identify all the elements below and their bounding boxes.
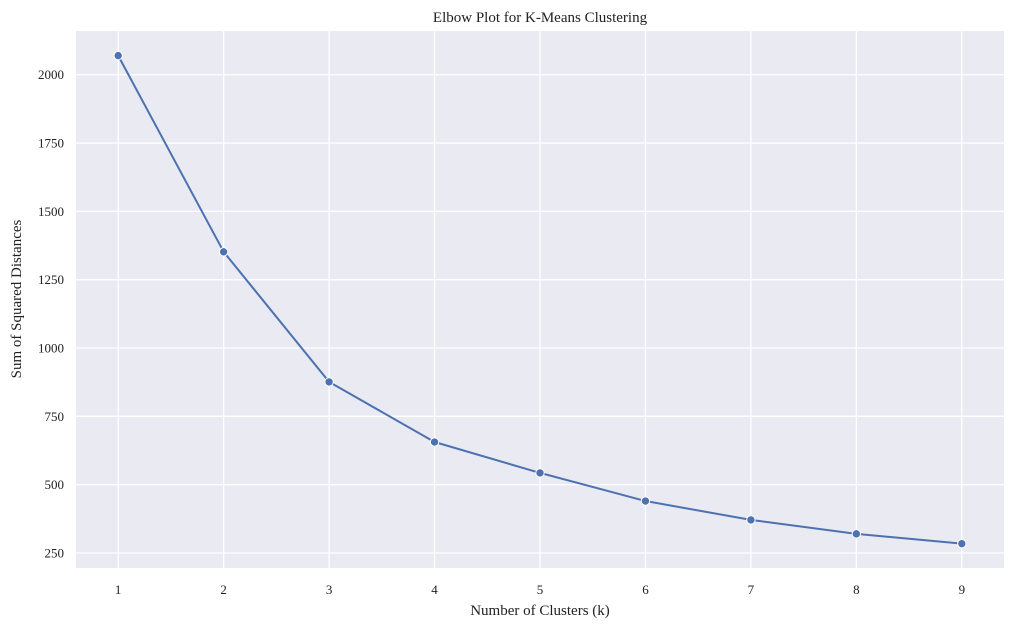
x-tick-label: 1 <box>115 582 122 597</box>
x-tick-labels: 1 2 3 4 5 6 7 8 9 <box>115 582 965 597</box>
x-axis-label: Number of Clusters (k) <box>470 603 610 619</box>
y-tick-label: 1250 <box>38 272 64 287</box>
data-series <box>113 50 967 549</box>
x-tick-label: 3 <box>326 582 333 597</box>
x-tick-label: 7 <box>748 582 755 597</box>
data-point <box>957 538 967 549</box>
y-tick-labels: 250 500 750 1000 1250 1500 1750 2000 <box>38 67 64 560</box>
data-point <box>218 247 229 257</box>
data-point <box>746 515 756 525</box>
data-point <box>429 437 440 447</box>
chart-title: Elbow Plot for K-Means Clustering <box>433 10 648 26</box>
data-point <box>851 529 862 539</box>
y-tick-label: 2000 <box>38 67 64 82</box>
data-point <box>324 377 334 387</box>
data-point <box>535 468 545 478</box>
y-tick-label: 1500 <box>38 204 64 219</box>
x-tick-label: 5 <box>537 582 544 597</box>
x-tick-label: 6 <box>642 582 649 597</box>
y-tick-label: 1000 <box>38 341 64 356</box>
data-point <box>640 496 651 506</box>
y-tick-label: 250 <box>45 545 65 560</box>
x-tick-label: 9 <box>959 582 966 597</box>
x-tick-label: 4 <box>431 582 438 597</box>
y-tick-label: 500 <box>45 477 65 492</box>
grid-lines <box>76 31 1004 568</box>
y-tick-label: 750 <box>45 409 65 424</box>
x-tick-label: 2 <box>220 582 227 597</box>
y-tick-label: 1750 <box>38 136 64 151</box>
data-point <box>113 50 123 61</box>
y-axis-label: Sum of Squared Distances <box>9 219 25 378</box>
x-tick-label: 8 <box>853 582 860 597</box>
